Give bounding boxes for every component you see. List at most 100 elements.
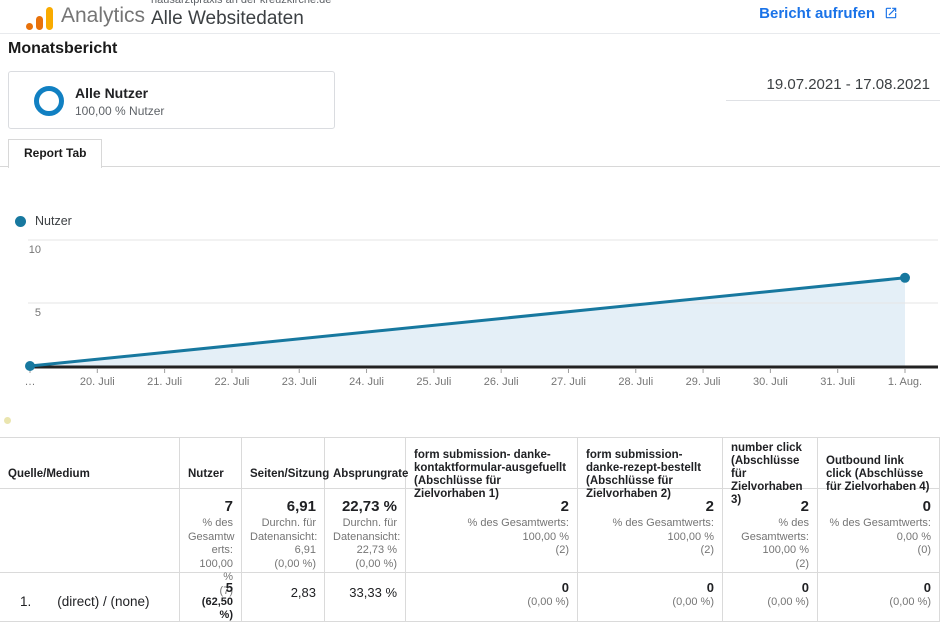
open-in-new-icon [885, 7, 897, 19]
row-ziel1-value: 0 [561, 580, 569, 595]
tab-report[interactable]: Report Tab [8, 139, 103, 168]
google-analytics-logo-icon [26, 7, 53, 30]
x-tick-label-0: … [25, 376, 36, 388]
x-tick-label-8: 27. Juli [551, 376, 586, 388]
x-tick-label-10: 29. Juli [686, 376, 721, 388]
row-seiten-value: 2,83 [290, 585, 316, 600]
open-report-label: Bericht aufrufen [759, 5, 875, 22]
segment-card[interactable]: Alle Nutzer 100,00 % Nutzer [8, 71, 335, 129]
x-tick-label-3: 22. Juli [214, 376, 249, 388]
date-range-selector[interactable]: 19.07.2021 - 17.08.2021 [726, 72, 940, 101]
row-rank: 1. [20, 593, 32, 609]
legend-dot-icon [15, 215, 26, 227]
summary-ziel2-value: 2 [705, 498, 714, 515]
legend-label: Nutzer [35, 214, 72, 228]
summary-ziel4-cell: 0 % des Gesamtwerts: 0,00 % (0) [818, 489, 940, 602]
segment-subtitle: 100,00 % Nutzer [75, 104, 165, 118]
row-source-medium: (direct) / (none) [57, 593, 150, 609]
table-row: 1. (direct) / (none) 5 (62,50 %) 2,83 33… [0, 573, 940, 622]
column-header-absprungrate[interactable]: Absprungrate [325, 438, 408, 511]
summary-ziel1-value: 2 [560, 498, 569, 515]
stray-marker-dot [4, 417, 11, 424]
x-tick-label-7: 26. Juli [484, 376, 519, 388]
column-header-zielvorhaben-1[interactable]: form submission- danke-kontaktformular-a… [406, 438, 578, 511]
table-header-row: Quelle/Medium Nutzer Seiten/Sitzung Absp… [0, 437, 940, 511]
summary-ziel1-cell: 2 % des Gesamtwerts: 100,00 % (2) [406, 489, 578, 602]
summary-ziel4-sub: % des Gesamtwerts: 0,00 % (0) [829, 517, 931, 556]
summary-dimension-cell [0, 489, 180, 602]
summary-seiten-value: 6,91 [286, 498, 316, 515]
row-nutzer-cell: 5 (62,50 %) [180, 573, 242, 622]
row-ziel3-cell: 0 (0,00 %) [723, 573, 818, 622]
tab-bar-divider [0, 166, 940, 167]
x-tick-label-13: 1. Aug. [888, 376, 922, 388]
chart-area-fill [30, 277, 905, 366]
summary-ziel3-sub: % des Gesamtwerts: 100,00 % (2) [741, 517, 809, 570]
x-tick-label-12: 31. Juli [820, 376, 855, 388]
column-header-zielvorhaben-4[interactable]: Outbound link click (Abschlüsse für Ziel… [818, 438, 940, 511]
x-tick-label-5: 24. Juli [349, 376, 384, 388]
x-tick-label-4: 23. Juli [282, 376, 317, 388]
summary-ziel3-cell: 2 % des Gesamtwerts: 100,00 % (2) [723, 489, 818, 602]
summary-ziel2-cell: 2 % des Gesamtwerts: 100,00 % (2) [578, 489, 723, 602]
users-line-chart: 5 10 … 20. Juli 21. Juli 22. Juli 23. Juli 24. … [25, 239, 938, 388]
row-seiten-cell: 2,83 [242, 573, 325, 622]
row-ziel2-value: 0 [706, 580, 714, 595]
chart-legend: Nutzer [15, 214, 72, 228]
top-bar: Analytics hausarztpraxis an der kreuzkir… [0, 0, 940, 34]
open-report-link[interactable]: Bericht aufrufen [759, 5, 898, 22]
x-tick-label-6: 25. Juli [416, 376, 451, 388]
row-absprung-value: 33,33 % [349, 585, 397, 600]
row-ziel1-sub: (0,00 %) [527, 596, 569, 608]
logo-dot [26, 23, 33, 30]
source-medium-table: Quelle/Medium Nutzer Seiten/Sitzung Absp… [0, 437, 940, 622]
row-ziel3-value: 0 [801, 580, 809, 595]
row-nutzer-sub: (62,50 %) [201, 596, 233, 621]
x-tick-label-1: 20. Juli [80, 376, 115, 388]
summary-ziel3-value: 2 [800, 498, 809, 515]
column-header-quelle-medium[interactable]: Quelle/Medium [0, 438, 180, 511]
row-nutzer-value: 5 [225, 580, 233, 595]
row-ziel3-sub: (0,00 %) [767, 596, 809, 608]
column-header-zielvorhaben-3[interactable]: number click (Abschlüsse für Zielvorhabe… [723, 438, 818, 511]
row-ziel4-value: 0 [923, 580, 931, 595]
property-block: hausarztpraxis an der kreuzkirche.de All… [151, 0, 331, 31]
series-line-nutzer [29, 276, 906, 368]
data-point-1 [900, 272, 910, 283]
segment-title: Alle Nutzer [75, 85, 149, 101]
data-point-0 [25, 361, 35, 371]
logo-bar-tall [46, 7, 53, 30]
summary-ziel2-sub: % des Gesamtwerts: 100,00 % (2) [612, 517, 714, 556]
segment-circle-icon [34, 86, 64, 116]
column-header-seiten-sitzung[interactable]: Seiten/Sitzung [242, 438, 329, 511]
account-label: hausarztpraxis an der kreuzkirche.de [151, 0, 332, 6]
row-ziel1-cell: 0 (0,00 %) [406, 573, 578, 622]
summary-nutzer-value: 7 [224, 498, 233, 515]
row-ziel2-cell: 0 (0,00 %) [578, 573, 723, 622]
table-summary-row: 7 % des Gesamtw erts: 100,00 % (7) 6,91 … [0, 489, 940, 602]
column-header-nutzer[interactable]: Nutzer [180, 438, 242, 511]
summary-nutzer-cell: 7 % des Gesamtw erts: 100,00 % (7) [180, 489, 242, 602]
x-tick-label-11: 30. Juli [753, 376, 788, 388]
summary-absprung-value: 22,73 % [341, 498, 397, 515]
summary-absprung-cell: 22,73 % Durchn. für Datenansicht: 22,73 … [325, 489, 406, 602]
summary-seiten-sub: Durchn. für Datenansicht: 6,91 (0,00 %) [250, 517, 318, 570]
x-tick-label-9: 28. Juli [618, 376, 653, 388]
summary-ziel1-sub: % des Gesamtwerts: 100,00 % (2) [467, 517, 569, 556]
summary-nutzer-sub: % des Gesamtw erts: 100,00 % (7) [188, 517, 235, 597]
row-ziel4-cell: 0 (0,00 %) [818, 573, 940, 622]
y-tick-label-5: 5 [35, 307, 41, 319]
summary-ziel4-value: 0 [922, 498, 931, 515]
row-ziel2-sub: (0,00 %) [672, 596, 714, 608]
y-tick-label-10: 10 [29, 244, 41, 256]
logo-bar-medium [36, 16, 43, 30]
row-dimension-cell: 1. (direct) / (none) [0, 573, 180, 622]
page-title: Monatsbericht [8, 40, 118, 57]
x-tick-label-2: 21. Juli [147, 376, 182, 388]
column-header-zielvorhaben-2[interactable]: form submission- danke-rezept-bestellt (… [578, 438, 723, 511]
summary-seiten-cell: 6,91 Durchn. für Datenansicht: 6,91 (0,0… [242, 489, 325, 602]
summary-absprung-sub: Durchn. für Datenansicht: 22,73 % (0,00 … [333, 517, 401, 570]
product-name: Analytics [61, 4, 146, 27]
row-absprung-cell: 33,33 % [325, 573, 406, 622]
